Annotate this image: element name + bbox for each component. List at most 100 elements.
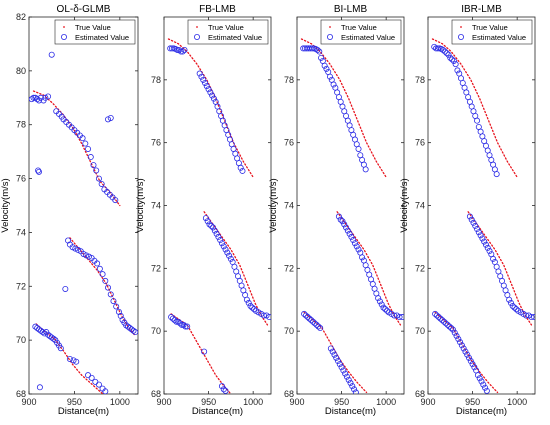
estimated-value-point [227,255,234,262]
estimated-value-point [215,233,222,240]
estimated-value-point [204,218,211,225]
estimated-value-point [179,48,186,55]
estimated-value-point [73,358,80,365]
y-tick-label: 68 [16,389,26,399]
estimated-value-point [249,304,256,311]
true-value-series [434,311,499,394]
plot-frame [427,16,536,395]
chart-title: OL-δ-GLMB [57,4,111,15]
estimated-value-point [201,348,208,355]
estimated-value-point [65,237,72,244]
estimated-value-point [314,46,321,53]
estimated-value-point [452,61,459,68]
estimated-value-point [245,299,252,306]
estimated-value-point [440,46,447,53]
estimated-value-point [448,325,455,332]
estimated-value-point [345,376,352,383]
y-tick-label: 70 [415,326,425,336]
estimated-value-point [476,375,483,382]
estimated-value-point [313,321,320,328]
estimated-value-point [469,361,476,368]
estimated-value-point [343,224,350,231]
estimated-value-point [331,351,338,358]
legend-estimated-marker [61,34,68,41]
estimated-value-point [470,219,477,226]
plot-frame [296,16,405,395]
estimated-value-point [169,45,176,52]
estimated-value-point [72,245,79,252]
y-tick-label: 74 [284,201,294,211]
estimated-value-point [50,335,57,342]
plot-frame [163,16,272,395]
estimated-value-point [79,135,86,142]
estimated-value-point [447,54,454,61]
true-value-series [467,211,533,326]
estimated-value-point [467,358,474,365]
estimated-value-point [478,378,485,385]
legend-estimated-marker [193,34,200,41]
x-tick-label: 1000 [507,397,527,407]
true-value-series [431,38,518,178]
estimated-value-point [196,70,203,77]
y-axis-label: Velocity(m/s) [0,178,11,232]
estimated-value-point [326,73,333,80]
y-axis-label: Velocity(m/s) [268,178,279,232]
estimated-value-point [433,312,440,319]
estimated-value-point [304,314,311,321]
legend-true-marker [196,26,198,28]
estimated-value-point [444,321,451,328]
estimated-value-point [352,389,359,394]
estimated-value-point [451,329,458,336]
estimated-value-point [202,215,209,222]
y-tick-label: 78 [415,75,425,85]
legend-label-true: True Value [75,23,111,32]
estimated-value-point [177,48,184,55]
legend-label-estimated: Estimated Value [472,33,526,42]
legend-box [320,19,402,45]
estimated-value-point [333,354,340,361]
y-tick-label: 76 [151,138,161,148]
estimated-value-point [82,140,89,147]
y-tick-label: 82 [16,12,26,22]
estimated-value-point [105,284,112,291]
estimated-value-point [35,167,42,174]
estimated-value-point [316,48,323,55]
estimated-value-point [441,318,448,325]
legend-box [451,19,533,45]
estimated-value-point [449,326,456,333]
estimated-value-point [98,180,105,187]
estimated-value-point [437,315,444,322]
estimated-value-point [218,383,225,390]
estimated-value-point [330,81,337,88]
estimated-value-point [528,314,535,321]
plot-area [300,38,404,394]
estimated-value-point [66,355,73,362]
estimated-value-point [247,303,254,310]
estimated-value-point [399,314,404,321]
y-tick-label: 72 [284,263,294,273]
estimated-value-point [339,218,346,225]
estimated-value-point [329,348,336,355]
x-tick-label: 900 [156,397,171,407]
legend-estimated-marker [326,34,333,41]
estimated-value-point [95,175,102,182]
estimated-value-point [260,312,267,319]
plot-frame [28,16,139,395]
estimated-value-point [471,364,478,371]
estimated-value-point [384,307,391,314]
estimated-value-point [251,306,258,313]
estimated-value-point [207,89,214,96]
x-axis-label: Distance(m) [456,406,507,417]
estimated-value-point [171,317,178,324]
estimated-value-point [435,314,442,321]
estimated-value-point [30,94,37,101]
estimated-value-point [173,318,180,325]
estimated-value-point [311,320,318,327]
legend-true-marker [63,26,65,28]
estimated-value-point [506,296,513,303]
estimated-value-point [458,342,465,349]
estimated-value-point [88,374,95,381]
y-tick-label: 78 [151,75,161,85]
estimated-value-point [87,154,94,161]
